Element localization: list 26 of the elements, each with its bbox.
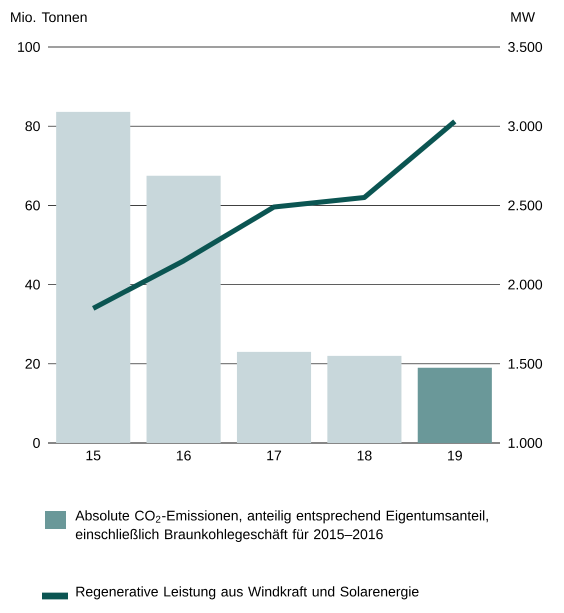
y2-tick-label: 3.500 bbox=[508, 42, 542, 52]
bar bbox=[146, 176, 221, 443]
y-tick-label: 40 bbox=[25, 280, 40, 290]
y-tick-label: 100 bbox=[18, 42, 40, 52]
legend-label: Regenerative Leistung aus Windkraft und Solarenergie bbox=[76, 586, 419, 600]
y-tick-label: 80 bbox=[25, 121, 40, 132]
x-tick-label: 19 bbox=[448, 450, 462, 461]
x-tick-label: 15 bbox=[86, 450, 100, 460]
y-tick-label: 0 bbox=[33, 438, 40, 448]
y-tick-label: 20 bbox=[26, 358, 40, 369]
x-tick-label: 16 bbox=[176, 450, 191, 461]
bar bbox=[56, 112, 130, 443]
y-tick-label: 60 bbox=[26, 200, 40, 210]
bar bbox=[327, 356, 402, 443]
y2-tick-label: 2.500 bbox=[508, 200, 542, 210]
bar bbox=[236, 352, 312, 443]
y2-tick-label: 1.000 bbox=[508, 438, 542, 448]
bar bbox=[418, 368, 492, 443]
y2-tick-label: 3.000 bbox=[508, 121, 542, 132]
y-axis-title: Mio. Tonnen bbox=[11, 12, 87, 22]
y2-axis-title: MW bbox=[511, 12, 536, 22]
y2-tick-label: 2.000 bbox=[508, 280, 542, 290]
y2-tick-label: 1.500 bbox=[508, 358, 542, 369]
legend-label: Absolute CO$_{2}$-Emissionen, anteilig entsprechend Eigentumsanteil, einschließlich Braunkohlegeschäft für 2015–2016 bbox=[75, 510, 488, 542]
x-tick-label: 18 bbox=[358, 450, 372, 461]
x-tick-label: 17 bbox=[267, 450, 282, 460]
